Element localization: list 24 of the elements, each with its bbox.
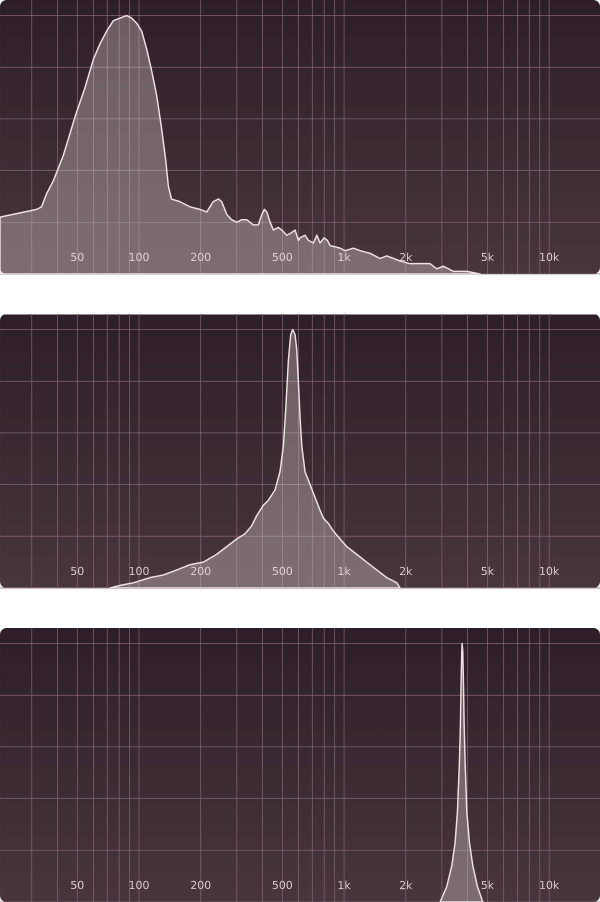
- x-tick-label: 500: [272, 566, 292, 576]
- x-tick-label: 50: [71, 566, 84, 576]
- x-tick-label: 100: [130, 880, 149, 890]
- x-tick-label: 200: [191, 880, 210, 890]
- x-tick-label: 50: [71, 252, 84, 262]
- x-tick-label: 500: [272, 880, 292, 890]
- x-tick-label: 200: [191, 566, 210, 576]
- x-tick-label: 50: [71, 880, 84, 890]
- x-tick-label: 10k: [540, 880, 560, 890]
- x-tick-label: 1k: [338, 252, 351, 262]
- x-tick-label: 5k: [482, 880, 494, 890]
- x-tick-label: 2k: [400, 566, 412, 576]
- x-tick-label: 5k: [482, 252, 494, 262]
- x-tick-label: 1k: [338, 880, 351, 890]
- x-tick-label: 10k: [540, 252, 560, 262]
- x-tick-label: 100: [130, 566, 149, 576]
- x-tick-label: 200: [191, 252, 210, 262]
- x-tick-label: 5k: [482, 566, 494, 576]
- x-tick-label: 1k: [338, 566, 351, 576]
- x-tick-label: 2k: [400, 880, 412, 890]
- x-tick-label: 500: [272, 252, 292, 262]
- x-tick-label: 2k: [400, 252, 412, 262]
- x-tick-label: 10k: [540, 566, 560, 576]
- x-tick-label: 100: [130, 252, 149, 262]
